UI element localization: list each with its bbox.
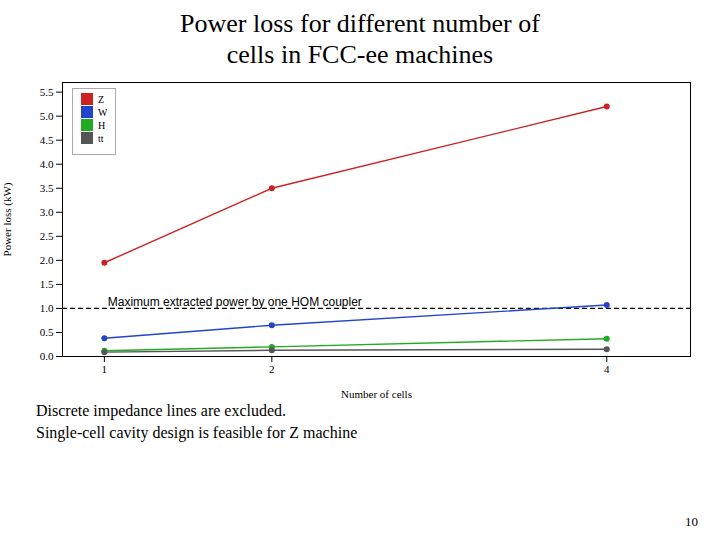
svg-text:0.0: 0.0 (40, 350, 54, 362)
html-text:Single-cell cavity design is f: Single-cell cavity design is feasible fo… (36, 424, 358, 441)
svg-text:0.5: 0.5 (40, 326, 54, 338)
svg-text:Maximum extracted power by one: Maximum extracted power by one HOM coupl… (108, 295, 362, 309)
svg-text:2.5: 2.5 (40, 230, 54, 242)
html-text:10: 10 (685, 514, 698, 529)
html-text:W: W (98, 106, 108, 118)
html-text:H: H (98, 119, 106, 131)
svg-text:3.5: 3.5 (40, 182, 54, 194)
html-text:Power loss for different numbe: Power loss for different number of cells… (180, 9, 540, 69)
html-text:tt: tt (98, 132, 104, 144)
html-text:Discrete impedance lines are e: Discrete impedance lines are excluded. (36, 402, 287, 419)
svg-text:Power loss (kW): Power loss (kW) (1, 182, 14, 256)
svg-text:2.0: 2.0 (40, 254, 54, 266)
svg-text:1.5: 1.5 (40, 278, 54, 290)
svg-text:5.5: 5.5 (40, 86, 54, 98)
svg-text:4.5: 4.5 (40, 134, 54, 146)
svg-text:1.0: 1.0 (40, 302, 54, 314)
svg-text:4: 4 (604, 363, 610, 375)
svg-text:3.0: 3.0 (40, 206, 54, 218)
svg-text:2: 2 (269, 363, 275, 375)
html-text:Z: Z (98, 93, 105, 105)
svg-text:4.0: 4.0 (40, 158, 54, 170)
svg-text:Number of cells: Number of cells (341, 388, 412, 400)
svg-text:5.0: 5.0 (40, 110, 54, 122)
svg-text:1: 1 (102, 363, 108, 375)
